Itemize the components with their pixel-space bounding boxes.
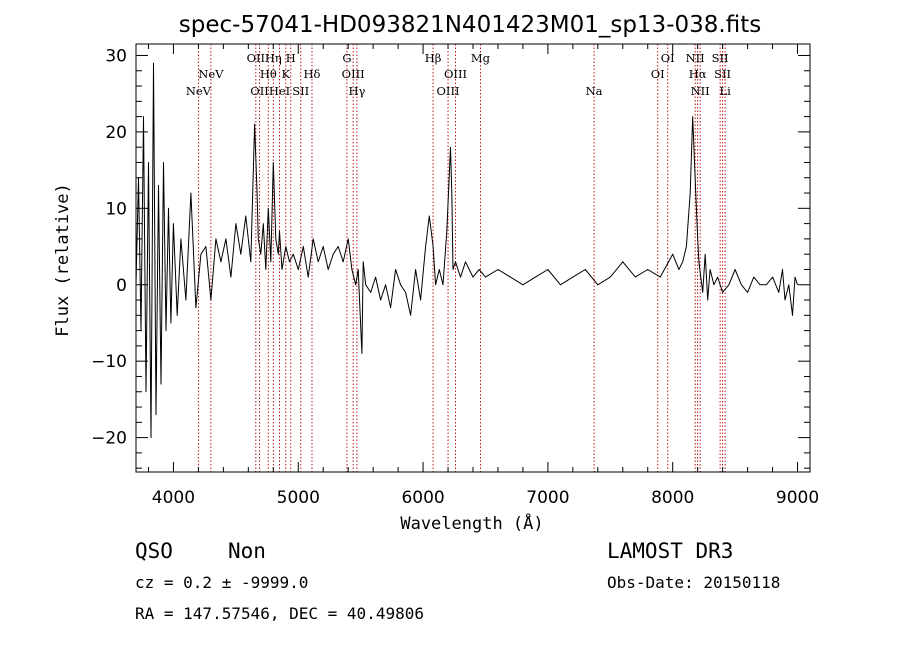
line-markers xyxy=(197,44,726,472)
line-marker-label: SII xyxy=(712,51,729,65)
survey-name: LAMOST DR3 xyxy=(607,539,733,563)
line-marker-label: OI xyxy=(661,51,675,65)
line-marker-label: Hη xyxy=(265,51,282,65)
x-tick-label: 5000 xyxy=(277,488,320,508)
line-marker-label: OI xyxy=(651,67,665,81)
y-axis-ticks: −20 −10 0 10 20 30 xyxy=(91,46,810,469)
observation-date: Obs-Date: 20150118 xyxy=(607,573,780,592)
coordinates-readout: RA = 147.57546, DEC = 40.49806 xyxy=(135,604,424,623)
line-marker-label: OIII xyxy=(444,67,467,81)
spectrum-line xyxy=(135,62,798,439)
line-marker-labels: NeVNeVOIIOIIHθHηHeIKHSIIHδGOIIIHγHβOIIIO… xyxy=(186,51,731,98)
line-marker-label: Hδ xyxy=(304,67,321,81)
x-tick-label: 4000 xyxy=(152,488,195,508)
line-marker-label: Na xyxy=(586,84,603,98)
plot-frame xyxy=(135,43,811,473)
x-axis-label: Wavelength (Å) xyxy=(400,512,543,534)
line-marker-label: SII xyxy=(292,84,309,98)
x-tick-label: 7000 xyxy=(526,488,569,508)
line-marker-label: OIII xyxy=(437,84,460,98)
y-tick-label: 30 xyxy=(105,46,127,66)
line-marker-label: Hβ xyxy=(425,51,442,65)
object-subclass: Non xyxy=(228,539,266,563)
line-marker-label: Hα xyxy=(689,67,707,81)
line-marker-label: NeV xyxy=(186,84,212,98)
line-marker-label: G xyxy=(342,51,351,65)
y-tick-label: 20 xyxy=(105,123,127,143)
line-marker-label: OII xyxy=(250,84,269,98)
line-marker-label: Li xyxy=(719,84,731,98)
x-tick-label: 6000 xyxy=(401,488,444,508)
object-class: QSO xyxy=(135,539,173,563)
line-marker-label: Hθ xyxy=(260,67,277,81)
line-marker-label: OII xyxy=(247,51,266,65)
y-tick-label: −20 xyxy=(91,429,127,449)
line-marker-label: Hγ xyxy=(348,84,365,98)
y-tick-label: 10 xyxy=(105,199,127,219)
line-marker-label: H xyxy=(286,51,296,65)
x-tick-label: 9000 xyxy=(776,488,819,508)
chart-title: spec-57041-HD093821N401423M01_sp13-038.f… xyxy=(179,12,761,38)
line-marker-label: HeI xyxy=(269,84,290,98)
line-marker-label: K xyxy=(281,67,290,81)
line-marker-label: Mg xyxy=(471,51,491,65)
y-tick-label: −10 xyxy=(91,352,127,372)
line-marker-label: SII xyxy=(714,67,731,81)
y-tick-label: 0 xyxy=(116,276,127,296)
redshift-readout: cz = 0.2 ± -9999.0 xyxy=(135,573,308,592)
x-tick-label: 8000 xyxy=(651,488,694,508)
x-axis-ticks: 4000 5000 6000 7000 8000 9000 xyxy=(147,44,819,508)
line-marker-label: NeV xyxy=(198,67,224,81)
line-marker-label: NII xyxy=(691,84,710,98)
y-axis-label: Flux (relative) xyxy=(53,183,73,337)
line-marker-label: OIII xyxy=(342,67,365,81)
line-marker-label: NII xyxy=(686,51,705,65)
